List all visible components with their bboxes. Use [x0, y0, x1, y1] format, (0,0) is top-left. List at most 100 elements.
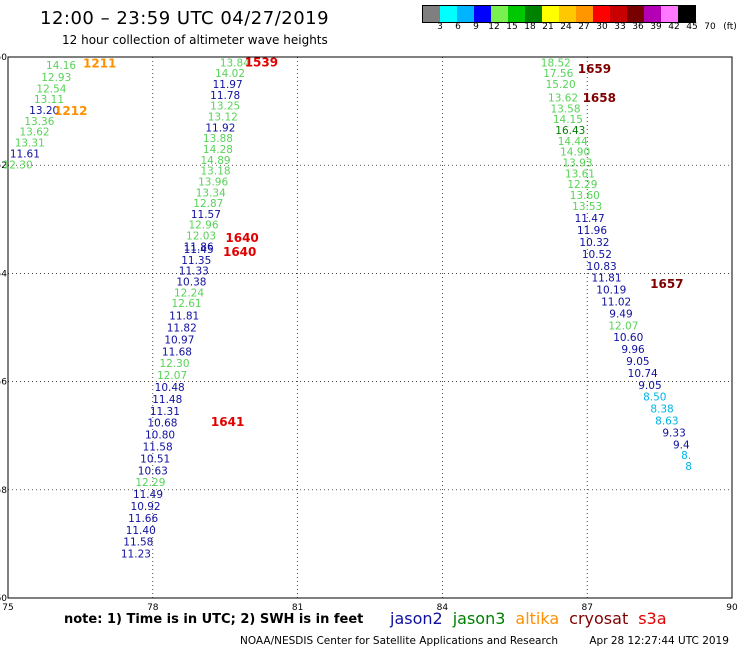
legend-altika: altika	[515, 609, 560, 628]
color-scale-label: 33	[614, 22, 626, 32]
color-scale-label: 9	[473, 22, 479, 32]
wave-height-value: 11.92	[205, 122, 235, 134]
wave-height-value: 12.29	[135, 477, 165, 489]
color-scale-label: 6	[455, 22, 461, 32]
wave-height-value: 8	[685, 461, 692, 473]
color-scale-bar	[422, 5, 696, 23]
wave-height-value: 10.80	[145, 430, 175, 442]
wave-height-value: 11.35	[181, 255, 211, 267]
x-tick-label: 90	[726, 603, 738, 613]
wave-height-value: 8.	[681, 450, 691, 462]
wave-height-value: 11.02	[601, 297, 631, 309]
map-note: note: 1) Time is in UTC; 2) SWH is in fe…	[64, 612, 364, 627]
wave-height-value: 11.49	[133, 489, 163, 501]
wave-height-value: 10.52	[582, 249, 612, 261]
wave-height-value: 11.31	[150, 406, 180, 418]
color-swatch	[440, 6, 457, 22]
y-tick-label: -56	[0, 378, 7, 388]
wave-height-value: 14.90	[560, 147, 590, 159]
wave-height-value: 14.28	[203, 144, 233, 156]
legend-s3a: s3a	[638, 609, 667, 628]
wave-height-value: 12.54	[36, 83, 66, 95]
wave-height-value: 11.96	[577, 225, 607, 237]
wave-height-value: 13.58	[550, 103, 580, 115]
wave-height-value: 14.89	[201, 155, 231, 167]
wave-height-value: 13.93	[563, 157, 593, 169]
y-tick-label: -58	[0, 486, 7, 496]
legend-cryosat: cryosat	[569, 609, 629, 628]
wave-height-value: 14.16	[46, 60, 76, 72]
wave-height-value: 10.74	[628, 368, 658, 380]
wave-height-value: 13.62	[20, 127, 50, 139]
map-subtitle: 12 hour collection of altimeter wave hei…	[62, 33, 328, 47]
wave-height-value: 11.58	[123, 537, 153, 549]
wave-height-value: 11.78	[210, 90, 240, 102]
wave-height-value: 10.38	[176, 277, 206, 289]
color-scale-label: 39	[650, 22, 662, 32]
pass-time-label: 1640	[223, 245, 256, 259]
color-swatch	[644, 6, 661, 22]
wave-height-value: 8.63	[655, 416, 678, 428]
color-swatch	[593, 6, 610, 22]
footer-credit: NOAA/NESDIS Center for Satellite Applica…	[240, 635, 558, 647]
wave-height-value: 12.87	[193, 198, 223, 210]
color-swatch	[474, 6, 491, 22]
x-tick-label: 75	[2, 603, 13, 613]
wave-height-value: 11.81	[591, 273, 621, 285]
wave-height-value: 10.48	[155, 382, 185, 394]
color-swatch	[457, 6, 474, 22]
wave-height-value: 11.58	[143, 442, 173, 454]
wave-height-value: 10.92	[131, 501, 161, 513]
wave-height-value: 11.48	[152, 394, 182, 406]
axis-ticks: 75 78 81 84 87 90 -50 -52 -54 -56 -58 -60	[0, 53, 738, 613]
wave-height-value: 12.30	[3, 160, 33, 172]
wave-height-value: 16.43	[555, 125, 585, 137]
x-tick-label: 81	[292, 603, 303, 613]
color-swatch	[627, 6, 644, 22]
color-scale-label: 27	[578, 22, 590, 32]
color-scale-labels: 3 6 9 12 15 18 21 24 27 30 33 36 39 42 45 70 (ft)	[422, 22, 740, 34]
pass-time-label: 1211	[83, 56, 116, 70]
wave-height-value: 13.18	[201, 166, 231, 178]
wave-height-value: 10.63	[138, 465, 168, 477]
wave-height-value: 11.57	[191, 209, 221, 221]
map-footer: NOAA/NESDIS Center for Satellite Applica…	[240, 635, 740, 647]
color-scale-label: 12	[488, 22, 500, 32]
wave-height-value: 14.44	[558, 136, 588, 148]
pass-time-label: 1212	[54, 104, 87, 118]
wave-height-value: 12.96	[188, 220, 218, 232]
wave-height-value: 11.82	[167, 323, 197, 335]
color-scale-label: 30	[596, 22, 608, 32]
wave-height-value: 11.66	[128, 513, 158, 525]
wave-height-value: 10.19	[596, 285, 626, 297]
pass-time-label: 1659	[578, 62, 611, 76]
wave-height-value: 12.29	[567, 179, 597, 191]
color-scale-label: 18	[524, 22, 536, 32]
wave-height-value: 17.56	[543, 68, 573, 80]
y-tick-label: -54	[0, 269, 7, 279]
wave-height-value: 8.50	[643, 392, 666, 404]
wave-height-value: 9.4	[673, 439, 690, 451]
wave-height-values: 14.1612.9312.5413.1113.2013.3613.6213.31…	[3, 57, 692, 560]
wave-height-value: 13.12	[208, 112, 238, 124]
wave-height-value: 12.30	[159, 358, 189, 370]
wave-height-value: 11.45	[184, 244, 214, 256]
wave-height-value: 12.07	[608, 320, 638, 332]
wave-height-value: 11.23	[121, 549, 151, 561]
wave-height-value: 10.32	[579, 237, 609, 249]
wave-height-value: 11.33	[179, 266, 209, 278]
pass-time-label: 1640	[225, 231, 258, 245]
wave-height-value: 10.83	[587, 261, 617, 273]
y-tick-label: -52	[0, 161, 7, 171]
color-swatch	[423, 6, 440, 22]
wave-height-value: 13.88	[203, 133, 233, 145]
wave-height-value: 13.20	[29, 105, 59, 117]
wave-height-value: 9.96	[621, 344, 645, 356]
pass-time-label: 1641	[211, 415, 244, 429]
wave-height-value: 12.07	[157, 370, 187, 382]
wave-height-value: 13.36	[24, 116, 54, 128]
wave-height-value: 11.86	[184, 241, 214, 253]
x-tick-label: 87	[581, 603, 592, 613]
